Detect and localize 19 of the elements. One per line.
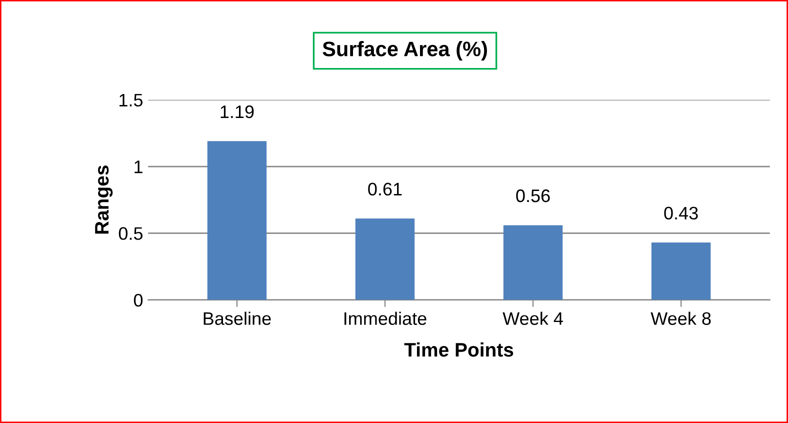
x-axis-title: Time Points: [404, 342, 514, 357]
x-tick-label: Immediate: [344, 312, 426, 325]
y-tick-label: 0.5: [118, 227, 143, 240]
x-tick-label: Week 8: [650, 312, 711, 325]
x-tick-label: Baseline: [204, 312, 271, 325]
bar: [503, 225, 563, 300]
data-label: 0.61: [368, 182, 402, 196]
data-label: 0.56: [516, 189, 550, 202]
x-tick-label: Week 4: [502, 312, 563, 325]
y-tick-label: 1: [134, 160, 142, 174]
data-label: 1.19: [220, 105, 254, 118]
bar: [207, 141, 267, 300]
y-tick-label: 0: [134, 294, 143, 307]
y-tick-label: 1.5: [120, 94, 143, 107]
data-label: 0.43: [664, 206, 698, 220]
bar: [651, 242, 711, 300]
y-axis-title: Ranges: [95, 166, 113, 234]
chart-title: Surface Area (%): [322, 41, 487, 60]
bar: [355, 218, 415, 300]
